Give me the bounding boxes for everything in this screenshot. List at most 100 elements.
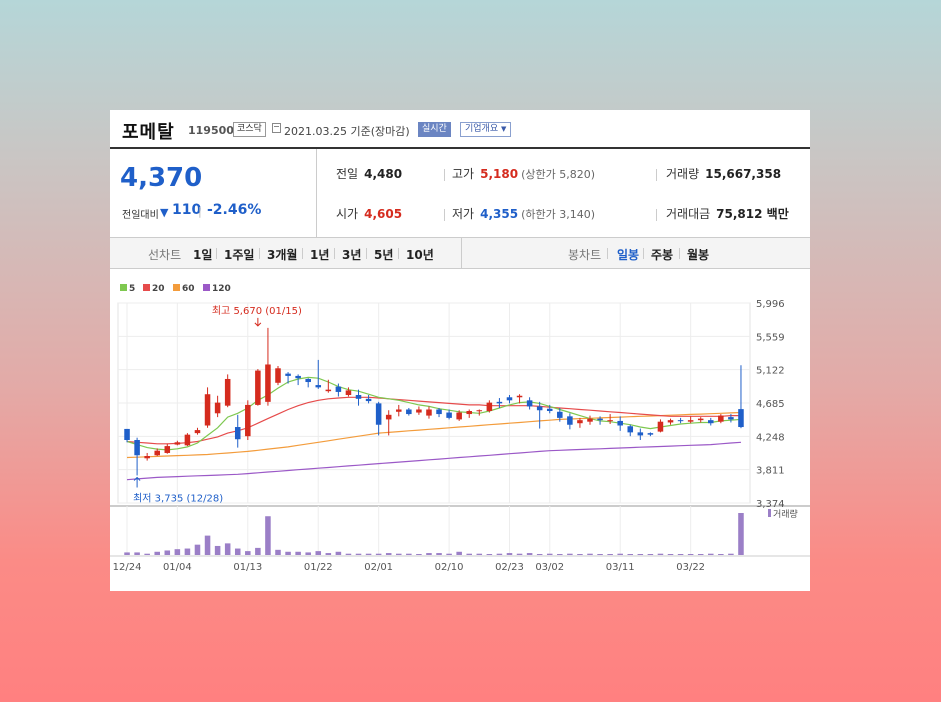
volume-bar [677,554,684,555]
stat-amount: 거래대금 75,812 백만 [666,205,789,222]
volume-bar [587,553,593,555]
y-tick-label: 4,248 [756,432,785,443]
volume-bar [637,554,644,555]
tab-5y[interactable]: 5년 [374,248,394,262]
volume-legend-label: 거래량 [773,508,798,520]
volume-bar [204,535,211,555]
up-arrow-icon [133,476,141,488]
price-stats: 전일 4,480 고가 5,180 (상한가 5,820) 거래량 15,667,358… [316,149,810,237]
tab-monthly[interactable]: 월봉 [687,248,710,262]
volume-bar [305,552,311,555]
volume-legend-swatch [768,509,771,517]
tab-3y[interactable]: 3년 [342,248,362,262]
tab-1d[interactable]: 1일 [193,248,213,262]
volume-bar [577,554,583,555]
candle-body [305,378,311,383]
stock-widget: 포메탈 119500 코스닥 2021.03.25 기준(장마감) 실시간 기업… [110,110,810,591]
volume-bar [738,513,744,555]
candle-body [506,397,513,401]
tab-divider [302,248,303,259]
y-tick-label: 3,811 [756,466,785,477]
candle-body [466,411,472,415]
stat-low: 저가 4,355 (하한가 3,140) [452,205,595,222]
ma120-line [126,441,742,481]
candle-chart-label: 봉차트 [568,248,602,262]
legend-swatch-5 [120,284,127,291]
current-price: 4,370 [120,163,203,193]
legend-label-120: 120 [212,284,231,294]
candle-body [416,409,422,413]
company-info-dropdown[interactable]: 기업개요 ▼ [460,122,512,137]
candle-body [718,415,724,422]
candle-body [396,409,402,412]
volume-bar [144,553,150,555]
moving-average-lines [126,376,742,481]
candle-body [154,450,160,456]
tab-1w[interactable]: 1주일 [224,248,255,262]
candle-body [194,430,201,434]
y-tick-label: 4,685 [756,399,785,410]
candle-body [597,418,603,421]
tab-1y[interactable]: 1년 [310,248,330,262]
tab-daily[interactable]: 일봉 [617,248,640,262]
volume-bar [708,553,714,555]
candle-body [184,434,191,446]
x-tick-label: 01/04 [163,562,192,573]
stat-open-value: 4,605 [364,207,403,221]
tab-10y[interactable]: 10년 [406,248,434,262]
volume-bar [506,553,513,555]
realtime-button[interactable]: 실시간 [418,122,451,137]
stock-name: 포메탈 [122,122,175,143]
candle-body [557,411,563,418]
x-tick-label: 03/22 [676,562,705,573]
candle-body [174,442,181,445]
volume-bar [164,550,171,555]
price-chart[interactable]: 5 20 60 120 5,996 5,559 5,122 4,685 4,248 3,811 3… [110,270,810,591]
volume-bar [657,553,664,555]
volume-bar [607,554,613,555]
candle-body [617,420,623,426]
candle-body [667,420,674,423]
volume-bar [214,545,221,555]
candles [124,327,744,476]
volume-bar [687,554,694,555]
candle-body [315,385,322,388]
volume-bar [426,553,432,555]
candle-body [134,439,140,456]
stat-low-value: 4,355 [480,207,519,221]
volume-bar [315,551,322,555]
line-chart-label: 선차트 [148,248,182,262]
calendar-icon [272,123,281,133]
volume-bar [516,553,523,555]
candle-body [406,409,412,415]
candle-body [637,432,644,436]
volume-bar [446,553,452,555]
change-divider: | [198,205,202,218]
volume-bar [396,553,402,555]
tab-weekly[interactable]: 주봉 [651,248,674,262]
divider [444,169,445,181]
candle-body [708,420,714,424]
candle-body [587,418,593,422]
volume-bar [627,554,634,555]
stat-volume: 거래량 15,667,358 [666,165,781,182]
candle-body [436,409,442,415]
chevron-down-icon: ▼ [501,125,507,133]
tab-divider [259,248,260,259]
tab-3m[interactable]: 3개월 [267,248,298,262]
chart-annotations: 최고 5,670 (01/15) 최저 3,735 (12/28) [133,305,302,505]
tab-divider [643,248,644,259]
candle-body [496,401,503,404]
x-tick-label: 01/22 [304,562,333,573]
volume-bar [486,554,493,555]
stat-prev: 전일 4,480 [336,165,402,182]
y-tick-label: 5,559 [756,332,785,343]
candle-body [426,409,432,416]
volume-bar [436,553,442,555]
candle-body [546,408,553,412]
stat-high-label: 고가 [452,167,475,181]
price-box: 4,370 전일대비 ▼ 110 | -2.46% [110,149,317,237]
legend-swatch-120 [203,284,210,291]
volume-bar [365,553,372,555]
candle-body [255,370,261,405]
